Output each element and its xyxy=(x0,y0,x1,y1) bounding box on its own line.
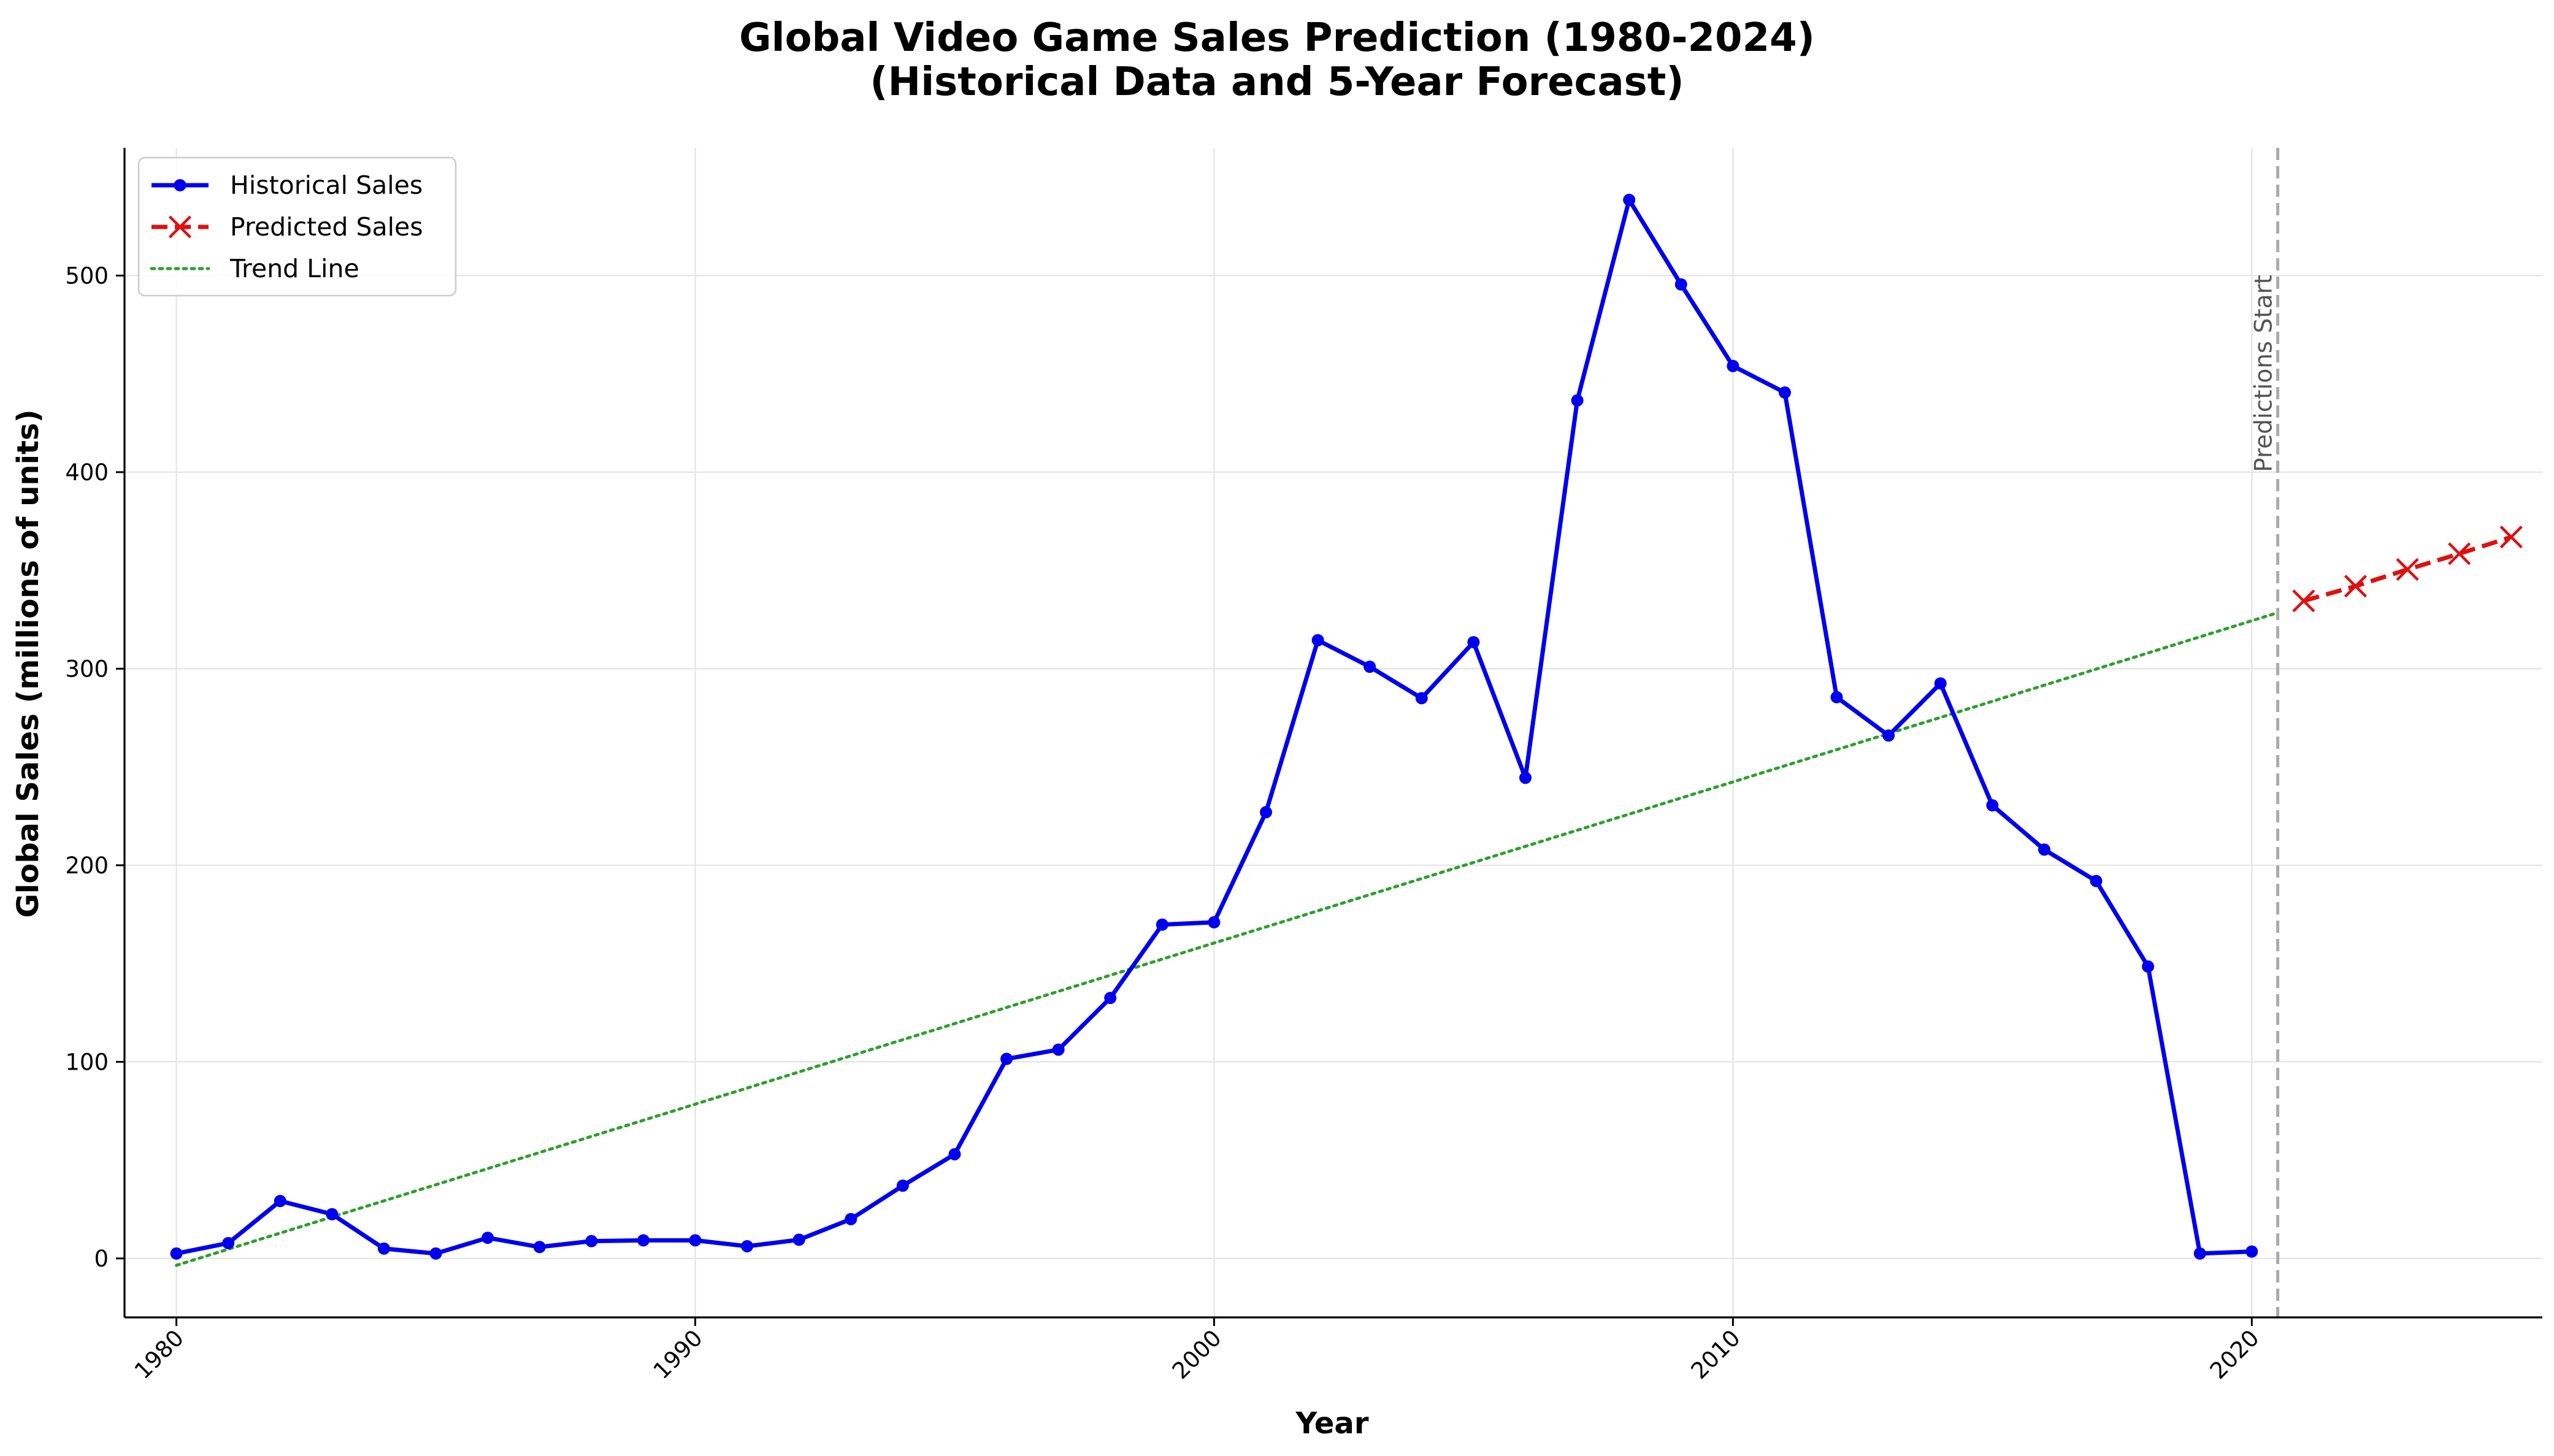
predicted-sales-point xyxy=(2396,557,2419,581)
historical-sales-point xyxy=(2193,1247,2206,1260)
historical-sales-point xyxy=(1415,692,1428,705)
predicted-series-layer xyxy=(2292,526,2523,613)
y-tick-label: 0 xyxy=(94,1246,109,1272)
legend-historical-marker xyxy=(174,179,186,191)
predictions-start-layer: Predictions Start xyxy=(2250,148,2280,1317)
y-axis-label: Global Sales (millions of units) xyxy=(11,409,45,918)
historical-sales-point xyxy=(637,1234,650,1247)
legend-predicted-marker xyxy=(168,215,192,239)
historical-sales-point xyxy=(1311,634,1324,646)
predicted-sales-point xyxy=(2448,542,2471,565)
y-tick-label: 300 xyxy=(65,656,109,682)
legend-predicted-label: Predicted Sales xyxy=(230,212,423,242)
historical-sales-point xyxy=(1623,193,1636,206)
predictions-start-label: Predictions Start xyxy=(2250,275,2278,472)
historical-sales-point xyxy=(1571,394,1584,407)
predicted-sales-point xyxy=(2292,589,2315,613)
chart-subtitle: (Historical Data and 5-Year Forecast) xyxy=(870,59,1684,105)
historical-sales-point xyxy=(896,1179,909,1192)
predicted-sales-point xyxy=(2499,526,2523,549)
x-axis-label: Year xyxy=(1295,1406,1369,1441)
historical-sales-point xyxy=(1104,992,1117,1005)
axes xyxy=(123,148,2542,1319)
historical-sales-point xyxy=(1882,729,1895,742)
historical-sales-point xyxy=(1363,661,1376,673)
historical-sales-point xyxy=(429,1247,442,1260)
grid-lines xyxy=(125,148,2542,1317)
legend-historical-label: Historical Sales xyxy=(230,171,423,200)
historical-sales-point xyxy=(170,1247,183,1260)
legend-trend-label: Trend Line xyxy=(229,254,359,283)
historical-sales-point xyxy=(948,1148,961,1160)
historical-sales-point xyxy=(1052,1043,1065,1056)
historical-sales-point xyxy=(1260,806,1273,819)
x-tick-label: 2000 xyxy=(1167,1325,1227,1384)
historical-sales-point xyxy=(2090,875,2103,887)
chart-title: Global Video Game Sales Prediction (1980… xyxy=(739,15,1815,61)
historical-sales-point xyxy=(1156,918,1168,931)
historical-sales-point xyxy=(1986,799,1999,812)
historical-sales-point xyxy=(689,1234,702,1247)
y-tick-label: 500 xyxy=(65,262,109,289)
historical-sales-point xyxy=(481,1232,494,1244)
trend-line-layer xyxy=(175,611,2280,1267)
historical-sales-point xyxy=(1519,772,1532,784)
historical-sales-point xyxy=(845,1213,857,1225)
historical-sales-point xyxy=(1208,916,1221,929)
historical-sales-point xyxy=(1778,386,1791,399)
historical-sales-point xyxy=(326,1208,339,1220)
historical-sales-point xyxy=(533,1241,546,1254)
historical-sales-point xyxy=(585,1235,598,1247)
x-tick-label: 1990 xyxy=(648,1325,708,1384)
y-tick-label: 400 xyxy=(65,459,109,486)
historical-sales-point xyxy=(222,1236,235,1249)
x-tick-label: 1980 xyxy=(129,1325,189,1384)
historical-sales-point xyxy=(2038,843,2050,856)
y-tick-label: 100 xyxy=(65,1049,109,1075)
historical-sales-point xyxy=(1830,691,1843,703)
historical-sales-point xyxy=(2245,1245,2258,1258)
historical-sales-point xyxy=(274,1195,286,1208)
historical-sales-point xyxy=(377,1242,390,1255)
historical-sales-point xyxy=(1674,278,1687,291)
historical-sales-point xyxy=(1000,1052,1013,1065)
x-tick-label: 2010 xyxy=(1686,1325,1746,1384)
historical-series-layer xyxy=(170,193,2258,1260)
tick-labels: 0 100 200 300 400 500 1980 1990 2000 2010 2020 xyxy=(65,262,2264,1384)
trend-line xyxy=(175,611,2280,1267)
historical-sales-point xyxy=(2142,960,2155,973)
legend-box xyxy=(137,156,457,297)
x-tick-label: 2020 xyxy=(2205,1325,2264,1384)
historical-sales-point xyxy=(741,1240,754,1252)
historical-sales-point xyxy=(1467,636,1480,649)
y-tick-label: 200 xyxy=(65,853,109,879)
predicted-sales-point xyxy=(2344,575,2368,598)
historical-sales-point xyxy=(792,1233,805,1246)
legend: Historical Sales Predicted Sales Trend Lin… xyxy=(137,156,457,297)
historical-sales-point xyxy=(1727,359,1739,372)
historical-sales-point xyxy=(1934,677,1947,690)
